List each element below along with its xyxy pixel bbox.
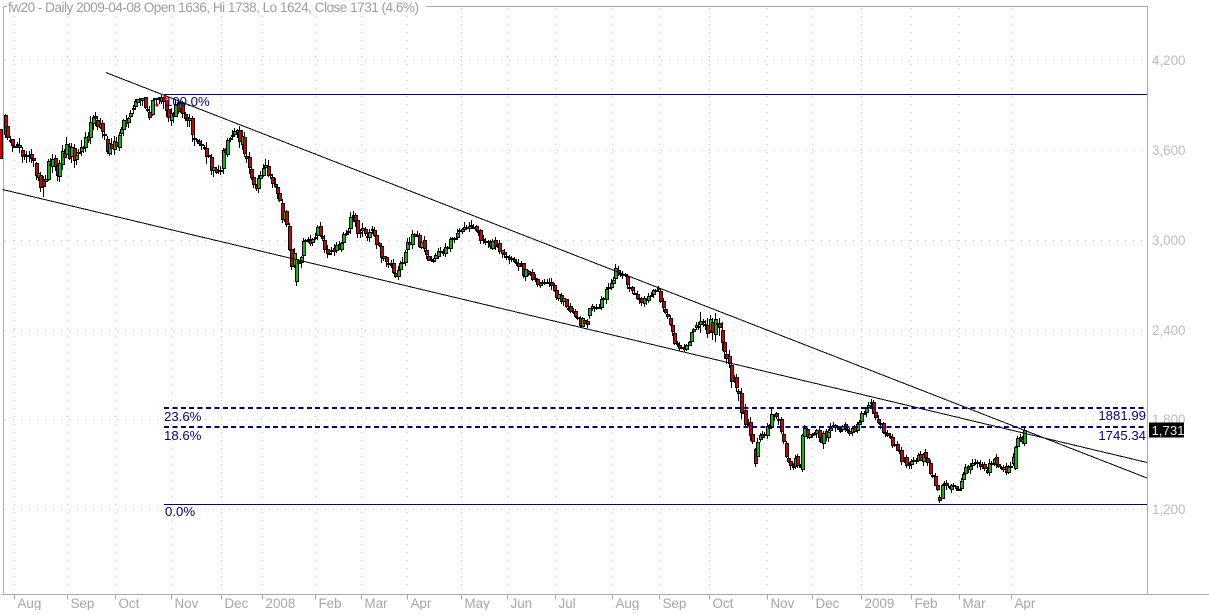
svg-text:Sep: Sep	[663, 596, 687, 610]
svg-text:4,200: 4,200	[1152, 53, 1186, 68]
svg-text:Aug: Aug	[616, 596, 640, 610]
svg-text:2009: 2009	[865, 596, 895, 610]
svg-text:1881.99: 1881.99	[1098, 408, 1146, 423]
svg-text:Nov: Nov	[175, 596, 199, 610]
svg-text:23.6%: 23.6%	[164, 409, 202, 424]
svg-text:Apr: Apr	[1015, 596, 1036, 610]
svg-text:1745.34: 1745.34	[1098, 428, 1146, 443]
svg-text:Dec: Dec	[225, 596, 249, 610]
svg-text:Oct: Oct	[119, 596, 140, 610]
svg-text:2,400: 2,400	[1152, 323, 1186, 338]
svg-text:Mar: Mar	[365, 596, 389, 610]
svg-text:May: May	[465, 596, 491, 610]
svg-text:Sep: Sep	[71, 596, 95, 610]
svg-text:2008: 2008	[266, 596, 296, 610]
svg-text:1,731: 1,731	[1152, 423, 1185, 438]
svg-text:1,200: 1,200	[1152, 502, 1186, 517]
svg-text:Feb: Feb	[915, 596, 938, 610]
svg-text:0.0%: 0.0%	[165, 504, 195, 519]
svg-text:Jun: Jun	[511, 596, 533, 610]
svg-text:18.6%: 18.6%	[164, 428, 202, 443]
svg-text:Mar: Mar	[963, 596, 987, 610]
svg-text:Nov: Nov	[771, 596, 795, 610]
svg-text:Dec: Dec	[816, 596, 840, 610]
svg-text:fw20 - Daily 2009-04-08 Open 1: fw20 - Daily 2009-04-08 Open 1636, Hi 17…	[8, 0, 419, 15]
svg-text:3,000: 3,000	[1152, 233, 1186, 248]
svg-text:Oct: Oct	[713, 596, 734, 610]
svg-text:Apr: Apr	[411, 596, 432, 610]
svg-text:Feb: Feb	[319, 596, 342, 610]
svg-text:100.0%: 100.0%	[165, 94, 210, 109]
svg-text:Aug: Aug	[18, 596, 42, 610]
svg-text:Jul: Jul	[559, 596, 576, 610]
svg-text:3,600: 3,600	[1152, 143, 1186, 158]
